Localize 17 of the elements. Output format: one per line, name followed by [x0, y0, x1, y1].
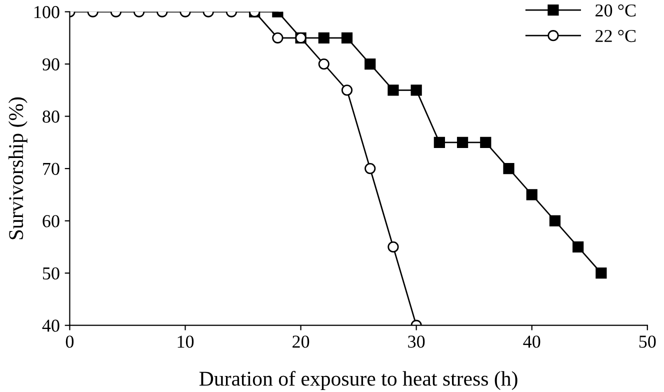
x-tick-label: 30 — [408, 336, 425, 348]
y-tick-label: 100 — [34, 6, 60, 18]
legend-label: 20 °C — [596, 4, 636, 17]
x-tick-label: 40 — [523, 336, 540, 348]
x-tick-label: 10 — [178, 336, 194, 348]
x-tick-label: 50 — [639, 336, 656, 348]
y-tick-label: 70 — [43, 162, 60, 175]
y-tick-label: 80 — [42, 110, 60, 123]
y-tick-label: 90 — [42, 58, 60, 70]
x-axis-title: Duration of exposure to heat stress (h) — [199, 370, 518, 390]
y-tick-label: 40 — [42, 320, 60, 332]
legend-label: 22 °C — [596, 30, 636, 42]
y-tick-label: 60 — [42, 215, 60, 228]
x-tick-label: 0 — [66, 336, 74, 348]
x-tick-label: 20 — [292, 336, 310, 348]
y-axis-title: Survivorship (%) — [8, 97, 28, 240]
y-tick-label: 50 — [42, 267, 60, 280]
